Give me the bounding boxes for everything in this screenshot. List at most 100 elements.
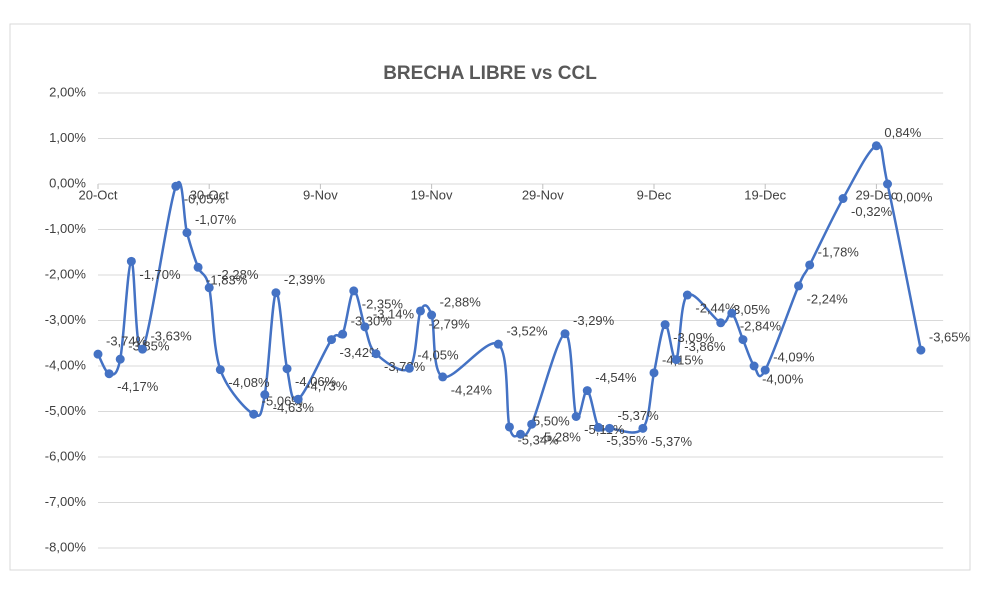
- data-point: [805, 260, 815, 270]
- data-label: -1,70%: [139, 267, 181, 282]
- data-label: -0,05%: [184, 192, 226, 207]
- data-point: [193, 262, 203, 272]
- data-label: -4,54%: [595, 370, 637, 385]
- data-label: 0,00%: [896, 189, 933, 204]
- data-point: [215, 365, 225, 375]
- y-tick-label: -2,00%: [45, 266, 87, 281]
- data-label: -3,09%: [673, 330, 715, 345]
- data-label: -4,15%: [662, 352, 704, 367]
- series-line: [96, 144, 923, 438]
- data-label: -5,34%: [517, 432, 559, 447]
- data-label: -5,28%: [540, 430, 582, 445]
- data-label: -4,06%: [295, 374, 337, 389]
- data-label: -4,24%: [451, 382, 493, 397]
- x-tick-label: 29-Dec: [855, 187, 897, 202]
- x-tick-label: 30-Oct: [190, 187, 229, 202]
- x-tick-label: 19-Dec: [744, 187, 786, 202]
- data-label: -2,35%: [362, 296, 404, 311]
- data-point: [182, 228, 192, 238]
- data-point: [415, 306, 425, 316]
- data-label: -5,35%: [606, 433, 648, 448]
- data-point: [560, 329, 570, 339]
- data-label: -3,52%: [506, 324, 548, 339]
- data-label: -1,83%: [206, 273, 248, 288]
- data-label: -5,37%: [618, 408, 660, 423]
- data-label: -2,24%: [807, 291, 849, 306]
- data-point: [838, 194, 848, 204]
- y-tick-label: -1,00%: [45, 221, 87, 236]
- y-tick-label: 1,00%: [49, 130, 86, 145]
- data-label: -1,78%: [818, 244, 860, 259]
- data-label: -3,65%: [929, 330, 971, 345]
- chart-title: BRECHA LIBRE vs CCL: [383, 63, 597, 84]
- data-point: [516, 429, 526, 439]
- data-label: -5,06%: [262, 394, 304, 409]
- data-point: [438, 372, 448, 382]
- data-point: [360, 322, 370, 332]
- data-point: [671, 355, 681, 365]
- y-tick-label: -7,00%: [45, 494, 87, 509]
- data-label: -4,08%: [228, 375, 270, 390]
- data-label: -4,00%: [762, 371, 804, 386]
- data-label: -3,86%: [684, 339, 726, 354]
- data-label: -4,63%: [273, 400, 315, 415]
- data-label: -3,14%: [373, 306, 415, 321]
- data-label: -2,28%: [217, 267, 259, 282]
- data-point: [749, 361, 759, 371]
- data-label: -3,29%: [573, 313, 615, 328]
- data-point: [338, 329, 348, 339]
- data-point: [282, 364, 292, 374]
- data-point: [427, 310, 437, 320]
- data-point: [660, 320, 670, 330]
- data-label: -2,79%: [428, 316, 470, 331]
- data-point: [126, 256, 136, 266]
- data-point: [916, 345, 926, 355]
- data-label: -4,05%: [417, 348, 459, 363]
- data-point: [582, 386, 592, 396]
- data-label: -2,44%: [695, 300, 737, 315]
- data-label: -3,74%: [106, 334, 148, 349]
- data-point: [504, 422, 514, 432]
- data-point: [260, 390, 270, 400]
- data-point: [794, 281, 804, 291]
- data-point: [93, 349, 103, 359]
- data-point: [883, 179, 893, 189]
- data-point: [649, 368, 659, 378]
- data-point: [115, 354, 125, 364]
- data-point: [104, 369, 114, 379]
- x-tick-label: 9-Nov: [303, 187, 338, 202]
- data-point: [327, 335, 337, 345]
- data-point: [727, 308, 737, 318]
- data-label: -3,63%: [150, 329, 192, 344]
- data-point: [760, 365, 770, 375]
- y-tick-label: -4,00%: [45, 357, 87, 372]
- data-point: [493, 339, 503, 349]
- data-point: [371, 349, 381, 359]
- data-point: [638, 423, 648, 433]
- y-tick-label: -8,00%: [45, 539, 87, 554]
- data-point: [716, 318, 726, 328]
- data-label: -0,32%: [851, 204, 893, 219]
- x-tick-label: 29-Nov: [522, 187, 564, 202]
- chart-frame: [9, 23, 971, 571]
- data-point: [171, 181, 181, 191]
- data-point: [871, 141, 881, 151]
- data-point: [571, 412, 581, 422]
- x-tick-label: 20-Oct: [78, 187, 117, 202]
- data-label: -5,37%: [651, 434, 693, 449]
- data-label: -3,05%: [729, 302, 771, 317]
- y-tick-label: -3,00%: [45, 312, 87, 327]
- data-label: -2,39%: [284, 272, 326, 287]
- x-tick-label: 9-Dec: [637, 187, 672, 202]
- data-point: [527, 419, 537, 429]
- x-tick-label: 19-Nov: [411, 187, 453, 202]
- data-point: [404, 363, 414, 373]
- data-point: [593, 422, 603, 432]
- data-label: -2,88%: [440, 294, 482, 309]
- data-point: [738, 335, 748, 345]
- data-point: [137, 344, 147, 354]
- data-point: [349, 286, 359, 296]
- data-point: [682, 290, 692, 300]
- y-tick-label: 0,00%: [49, 175, 86, 190]
- data-label: -4,73%: [306, 379, 348, 394]
